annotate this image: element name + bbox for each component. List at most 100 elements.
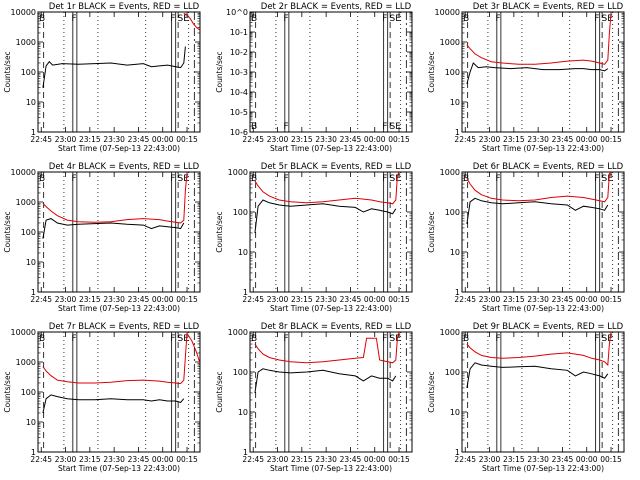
y-tick-label: 1 <box>455 288 460 297</box>
x-tick-label: 22:45 <box>30 455 52 464</box>
x-tick-label: 00:00 <box>576 295 598 304</box>
lld-series-line <box>42 173 188 224</box>
events-series-line <box>466 362 609 388</box>
event-marker-top: F <box>594 334 599 344</box>
y-tick-label: 1000 <box>228 168 248 177</box>
event-marker-top: SE <box>602 174 614 184</box>
plot-frame <box>249 331 413 453</box>
y-tick-label: 10 <box>238 248 248 257</box>
chart-panel: Det 5r BLACK = Events, RED = LLD 1 10 100 10… <box>215 162 413 313</box>
y-tick-label: 10000 <box>11 168 36 177</box>
x-tick-label: 23:00 <box>479 295 501 304</box>
y-tick-label: 10 <box>238 408 248 417</box>
y-tick-label: 100 <box>445 68 460 77</box>
y-tick-label: 10000 <box>11 8 36 17</box>
events-series-line <box>466 197 609 225</box>
chart-title: Det 9r BLACK = Events, RED = LLD <box>473 322 624 332</box>
x-tick-label: 00:15 <box>388 455 410 464</box>
event-marker-top: F <box>382 334 387 344</box>
event-marker-top: B <box>463 334 469 344</box>
y-tick-label: 10 <box>26 98 36 107</box>
event-marker-top: SE <box>390 14 402 24</box>
x-tick-label: 23:30 <box>315 295 337 304</box>
x-tick-label: 00:00 <box>152 135 174 144</box>
chart-panel: Det 6r BLACK = Events, RED = LLD 1 10 100 10… <box>427 162 625 313</box>
x-tick-label: 23:00 <box>267 295 289 304</box>
x-tick-label: 23:30 <box>103 135 125 144</box>
x-tick-label: 00:00 <box>152 295 174 304</box>
x-tick-label: 00:15 <box>388 295 410 304</box>
x-tick-label: 23:00 <box>55 295 77 304</box>
chart-panel: Det 1r BLACK = Events, RED = LLD 1 10 100 10… <box>3 2 201 153</box>
x-axis-label: Start Time (07-Sep-13 22:43:00) <box>270 464 392 473</box>
x-tick-label: 22:45 <box>30 295 52 304</box>
x-tick-label: 00:00 <box>364 455 386 464</box>
chart-panel: Det 7r BLACK = Events, RED = LLD 1 10 100 10… <box>3 322 201 473</box>
y-axis-label: Counts/sec <box>215 211 224 252</box>
event-marker-top: F <box>283 14 288 24</box>
x-tick-label: 22:45 <box>30 135 52 144</box>
plot-frame <box>461 331 625 453</box>
x-tick-label: 23:00 <box>55 455 77 464</box>
y-tick-label: 1000 <box>440 328 460 337</box>
chart-panel: Det 3r BLACK = Events, RED = LLD 1 10 100 10… <box>427 2 625 153</box>
x-tick-label: 22:45 <box>454 135 476 144</box>
y-tick-label: 100 <box>445 368 460 377</box>
x-axis-label: Start Time (07-Sep-13 22:43:00) <box>482 304 604 313</box>
x-tick-label: 23:00 <box>55 135 77 144</box>
event-marker-top: F <box>170 334 175 344</box>
x-tick-label: 23:30 <box>527 135 549 144</box>
event-marker-top: SE <box>390 174 402 184</box>
x-tick-label: 23:15 <box>291 455 313 464</box>
x-tick-label: 23:30 <box>315 135 337 144</box>
x-tick-label: 23:00 <box>267 135 289 144</box>
x-tick-label: 00:00 <box>364 135 386 144</box>
y-tick-label: 1000 <box>440 38 460 47</box>
x-tick-label: 00:00 <box>576 135 598 144</box>
plot-frame <box>249 171 413 293</box>
events-series-line <box>42 218 185 239</box>
y-tick-label: 1000 <box>16 198 36 207</box>
y-tick-label: 10-3 <box>230 68 248 77</box>
y-axis-label: Counts/sec <box>427 371 436 412</box>
events-series-line <box>466 62 609 85</box>
x-tick-label: 00:15 <box>600 455 622 464</box>
event-marker-top: SE <box>178 14 190 24</box>
x-tick-label: 23:45 <box>128 455 150 464</box>
event-marker-top: F <box>170 14 175 24</box>
chart-panel: Det 9r BLACK = Events, RED = LLD 1 10 100 10… <box>427 322 625 473</box>
y-axis-label: Counts/sec <box>427 51 436 92</box>
lld-series-line <box>183 12 200 31</box>
event-marker-top: SE <box>390 334 402 344</box>
y-tick-label: 100 <box>21 228 36 237</box>
x-tick-label: 00:15 <box>176 135 198 144</box>
x-tick-label: 00:00 <box>576 455 598 464</box>
x-tick-label: 23:15 <box>79 295 101 304</box>
y-tick-label: 10 <box>26 258 36 267</box>
x-tick-label: 23:30 <box>103 295 125 304</box>
chart-title: Det 1r BLACK = Events, RED = LLD <box>49 2 200 12</box>
x-tick-label: 23:30 <box>315 455 337 464</box>
y-tick-label: 100 <box>233 368 248 377</box>
x-tick-label: 23:45 <box>552 295 574 304</box>
y-tick-label: 1 <box>243 448 248 457</box>
event-marker-top: F <box>71 174 76 184</box>
y-tick-label: 1 <box>455 128 460 137</box>
y-axis-label: Counts/sec <box>215 371 224 412</box>
x-tick-label: 23:15 <box>291 295 313 304</box>
event-marker-bottom: F <box>283 122 288 132</box>
x-axis-label: Start Time (07-Sep-13 22:43:00) <box>270 304 392 313</box>
event-marker-top: B <box>463 174 469 184</box>
chart-title: Det 5r BLACK = Events, RED = LLD <box>261 162 412 172</box>
y-tick-label: 1 <box>31 128 36 137</box>
x-tick-label: 00:00 <box>152 455 174 464</box>
y-tick-label: 10 <box>450 248 460 257</box>
event-marker-top: F <box>382 14 387 24</box>
x-tick-label: 23:15 <box>79 135 101 144</box>
x-tick-label: 00:00 <box>364 295 386 304</box>
chart-panel: Det 4r BLACK = Events, RED = LLD 1 10 100 10… <box>3 162 201 313</box>
y-tick-label: 1000 <box>228 328 248 337</box>
lld-series-line <box>254 332 400 364</box>
x-tick-label: 00:15 <box>600 295 622 304</box>
event-marker-top: SE <box>602 334 614 344</box>
